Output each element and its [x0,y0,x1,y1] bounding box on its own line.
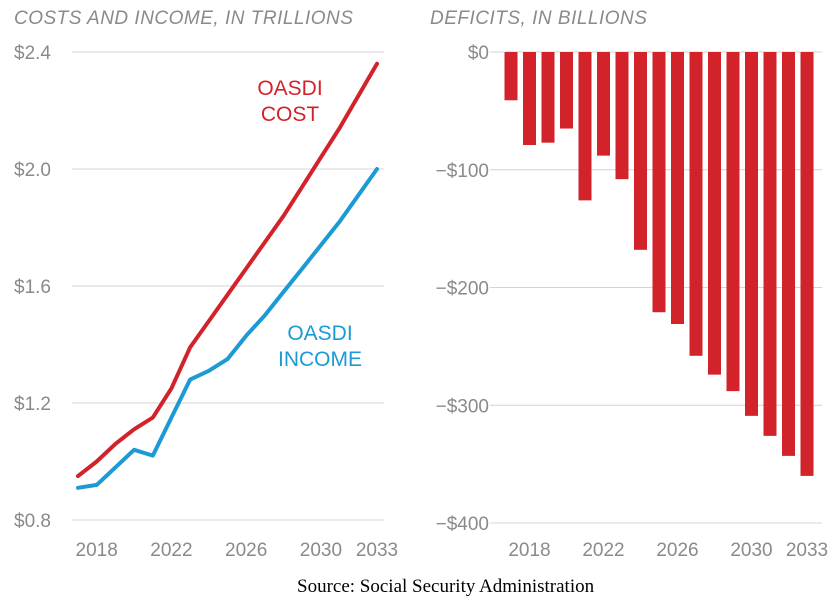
right-y-tick-label: −$200 [436,279,489,300]
right-y-tick-label: −$100 [436,161,489,182]
left-x-tick-label: 2018 [76,540,118,561]
series-label-oasdi-cost: OASDI [257,77,322,100]
deficit-bar-2023 [615,52,629,180]
left-y-tick-label: $1.2 [14,394,51,415]
deficit-bar-2032 [782,52,795,456]
right-x-tick-label: 2018 [508,540,550,561]
deficit-bar-2021 [578,52,592,201]
left-y-tick-label: $2.0 [14,160,51,181]
deficit-bar-2024 [634,52,647,250]
series-label-oasdi-income: INCOME [278,348,362,371]
right-y-tick-label: $0 [468,43,489,64]
series-line-oasdi-cost [76,61,379,479]
series-label-oasdi-income: OASDI [287,322,352,345]
right-x-tick-label: 2030 [730,540,772,561]
left-x-tick-label: 2026 [225,540,267,561]
right-x-tick-label: 2033 [786,540,828,561]
deficit-bar-2025 [652,52,666,313]
deficit-bar-2026 [671,52,684,325]
deficit-bar-2019 [541,52,555,143]
deficit-bar-2018 [523,52,536,146]
deficits-chart: DEFICITS, IN BILLIONS $0 −$100 −$200 −$300 −… [430,8,828,561]
left-x-tick-label: 2022 [150,540,192,561]
right-chart-title: DEFICITS, IN BILLIONS [430,8,647,29]
deficit-bar-2027 [689,52,703,356]
deficit-bar-2033 [800,52,814,476]
left-y-tick-label: $2.4 [14,43,51,64]
deficit-bar-2031 [763,52,777,436]
costs-income-chart: COSTS AND INCOME, IN TRILLIONS $0.8 $1.2 $… [14,8,398,561]
deficit-bar-2029 [726,52,740,392]
left-x-tick-label: 2033 [356,540,398,561]
source-note: Source: Social Security Administration [297,576,595,597]
left-y-tick-label: $0.8 [14,511,51,532]
series-line-oasdi-income [76,167,379,490]
series-label-oasdi-cost: COST [261,103,320,126]
deficit-bar-2030 [745,52,758,416]
right-y-tick-label: −$400 [436,514,489,535]
left-y-tick-label: $1.6 [14,277,51,298]
right-x-tick-label: 2026 [656,540,698,561]
deficit-bar-2028 [708,52,721,375]
deficit-bar-2017 [504,52,518,101]
left-x-tick-label: 2030 [300,540,342,561]
right-y-tick-label: −$300 [436,396,489,417]
deficit-bar-2022 [597,52,610,156]
right-x-tick-label: 2022 [582,540,624,561]
left-chart-title: COSTS AND INCOME, IN TRILLIONS [14,8,353,29]
deficit-bar-2020 [560,52,573,129]
